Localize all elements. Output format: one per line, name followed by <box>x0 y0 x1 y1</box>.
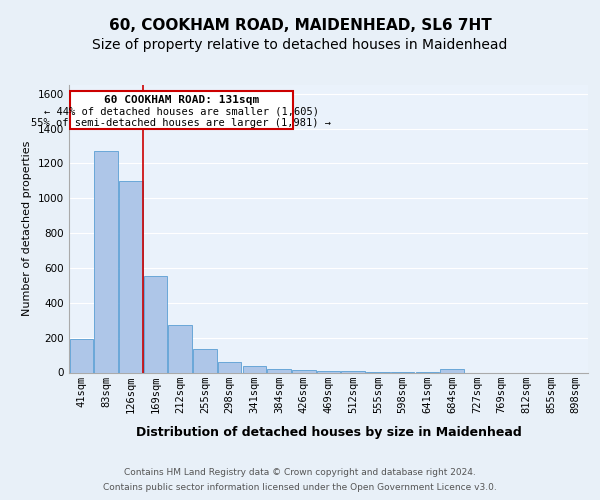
Y-axis label: Number of detached properties: Number of detached properties <box>22 141 32 316</box>
Bar <box>292 370 316 372</box>
Bar <box>193 349 217 372</box>
Text: Contains public sector information licensed under the Open Government Licence v3: Contains public sector information licen… <box>103 483 497 492</box>
Text: Size of property relative to detached houses in Maidenhead: Size of property relative to detached ho… <box>92 38 508 52</box>
Bar <box>169 326 192 372</box>
Bar <box>317 371 340 372</box>
Bar <box>440 370 464 372</box>
Text: Distribution of detached houses by size in Maidenhead: Distribution of detached houses by size … <box>136 426 521 439</box>
Text: Contains HM Land Registry data © Crown copyright and database right 2024.: Contains HM Land Registry data © Crown c… <box>124 468 476 477</box>
Text: 55% of semi-detached houses are larger (1,981) →: 55% of semi-detached houses are larger (… <box>31 118 331 128</box>
Text: ← 44% of detached houses are smaller (1,605): ← 44% of detached houses are smaller (1,… <box>44 106 319 116</box>
Text: 60, COOKHAM ROAD, MAIDENHEAD, SL6 7HT: 60, COOKHAM ROAD, MAIDENHEAD, SL6 7HT <box>109 18 491 32</box>
Bar <box>341 371 365 372</box>
Bar <box>119 181 143 372</box>
Bar <box>242 366 266 372</box>
Bar <box>70 338 93 372</box>
Text: 60 COOKHAM ROAD: 131sqm: 60 COOKHAM ROAD: 131sqm <box>104 94 259 104</box>
Bar <box>268 369 291 372</box>
Bar <box>218 362 241 372</box>
Bar <box>144 276 167 372</box>
Bar <box>94 151 118 372</box>
FancyBboxPatch shape <box>70 91 293 130</box>
